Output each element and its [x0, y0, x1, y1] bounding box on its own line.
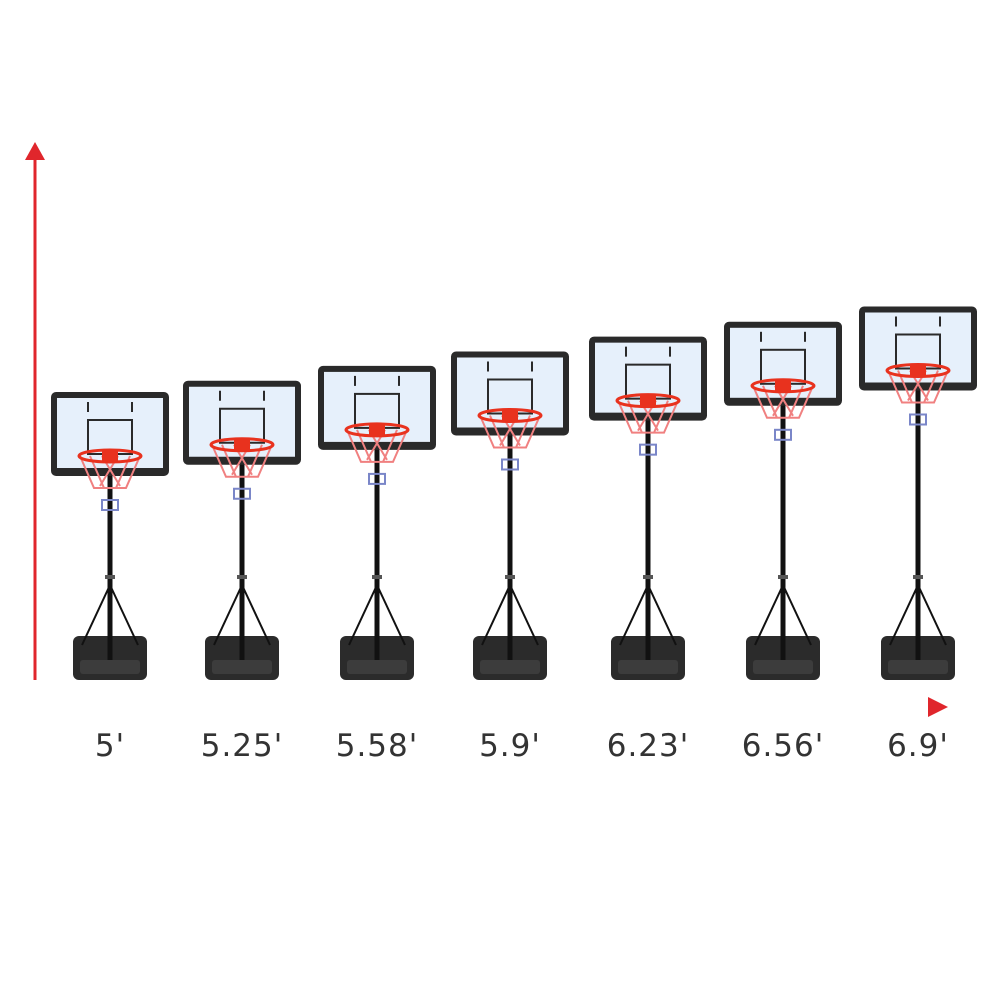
- height-knob: [778, 575, 788, 579]
- adjust-clamp: [909, 413, 927, 426]
- net: [211, 444, 273, 478]
- adjust-clamp: [639, 443, 657, 456]
- rim-bracket: [910, 364, 926, 377]
- adjust-clamp: [368, 472, 386, 485]
- adjust-clamp: [774, 428, 792, 441]
- height-knob: [913, 575, 923, 579]
- basketball-hoop: [183, 380, 301, 680]
- height-label: 6.56': [741, 728, 825, 764]
- pole: [645, 410, 651, 660]
- height-knob: [505, 575, 515, 579]
- rim-bracket: [234, 438, 250, 451]
- adjust-clamp: [501, 458, 519, 471]
- support-brace: [348, 584, 378, 646]
- horizontal-arrow: [72, 697, 948, 717]
- net: [479, 414, 541, 449]
- support-brace: [917, 584, 947, 646]
- support-brace: [782, 584, 812, 646]
- pole: [374, 439, 380, 660]
- basketball-hoop: [51, 392, 169, 680]
- support-brace: [889, 584, 919, 646]
- net: [887, 369, 949, 404]
- height-label: 6.9': [887, 728, 949, 764]
- support-brace: [213, 584, 243, 646]
- pole: [780, 395, 786, 660]
- support-brace: [619, 584, 649, 646]
- rim-bracket: [775, 379, 791, 392]
- height-knob: [372, 575, 382, 579]
- net: [346, 429, 408, 463]
- support-brace: [481, 584, 511, 646]
- basketball-hoop: [589, 336, 707, 680]
- arrow-right-icon: [928, 697, 948, 717]
- net: [752, 385, 814, 419]
- adjust-clamp: [233, 487, 251, 500]
- support-brace: [376, 584, 406, 646]
- height-label: 6.23': [606, 728, 690, 764]
- net: [79, 455, 141, 489]
- basketball-hoop: [724, 321, 842, 680]
- net: [617, 400, 679, 434]
- pole: [107, 466, 113, 660]
- support-brace: [241, 584, 271, 646]
- basketball-hoop: [318, 365, 436, 680]
- pole: [915, 380, 921, 660]
- rim-bracket: [640, 394, 656, 407]
- basketball-hoop: [859, 306, 977, 680]
- height-knob: [643, 575, 653, 579]
- support-brace: [754, 584, 784, 646]
- rim-bracket: [102, 450, 118, 462]
- height-knob: [237, 575, 247, 579]
- adjust-clamp: [101, 499, 119, 511]
- height-label: 5.9': [479, 728, 541, 764]
- arrow-up-icon: [25, 142, 45, 160]
- rim-bracket: [502, 409, 518, 422]
- height-knob: [105, 575, 115, 579]
- height-label: 5': [94, 728, 126, 764]
- support-brace: [647, 584, 677, 646]
- rim-bracket: [369, 423, 385, 436]
- support-brace: [509, 584, 539, 646]
- height-label: 5.25': [200, 728, 284, 764]
- height-label: 5.58': [335, 728, 419, 764]
- vertical-arrow: [25, 142, 45, 680]
- pole: [239, 454, 245, 660]
- pole: [507, 425, 513, 660]
- basketball-hoop: [451, 351, 569, 680]
- support-brace: [109, 584, 139, 646]
- support-brace: [81, 584, 111, 646]
